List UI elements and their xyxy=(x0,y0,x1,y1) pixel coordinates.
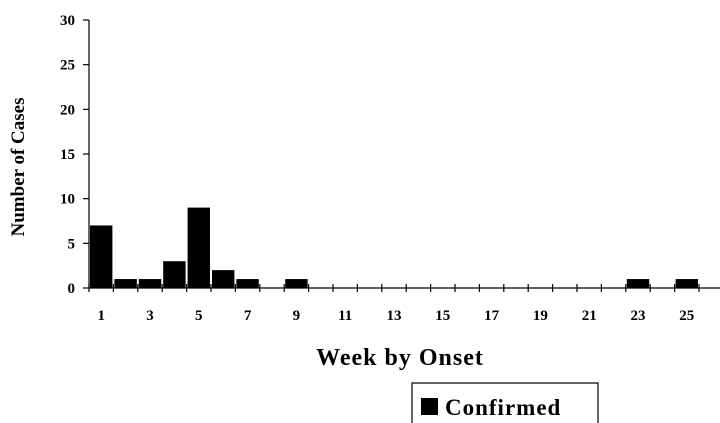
x-tick-label-3: 3 xyxy=(146,308,154,324)
y-tick-label-30: 30 xyxy=(60,13,75,29)
bar-week-1 xyxy=(90,225,113,288)
legend-box xyxy=(411,382,599,423)
x-tick-label-19: 19 xyxy=(533,308,548,324)
y-tick-label-5: 5 xyxy=(68,236,76,252)
bar-week-4 xyxy=(163,261,186,288)
bar-week-9 xyxy=(285,279,308,288)
x-tick-label-5: 5 xyxy=(195,308,203,324)
legend-swatch-confirmed xyxy=(421,398,438,415)
x-tick-label-9: 9 xyxy=(293,308,301,324)
x-axis-title: Week by Onset xyxy=(316,345,484,371)
x-tick-label-11: 11 xyxy=(338,308,352,324)
bar-week-5 xyxy=(187,207,210,288)
x-tick-label-1: 1 xyxy=(97,308,105,324)
x-tick-label-21: 21 xyxy=(582,308,597,324)
bar-week-2 xyxy=(114,279,137,288)
y-axis-title: Number of Cases xyxy=(8,98,29,237)
x-tick-label-23: 23 xyxy=(631,308,646,324)
x-tick-label-7: 7 xyxy=(244,308,252,324)
x-tick-label-17: 17 xyxy=(484,308,500,324)
legend: Confirmed xyxy=(411,382,599,423)
x-tick-label-15: 15 xyxy=(435,308,450,324)
x-tick-label-13: 13 xyxy=(387,308,402,324)
y-tick-label-10: 10 xyxy=(60,192,75,208)
bar-week-3 xyxy=(138,279,162,288)
legend-label-confirmed: Confirmed xyxy=(445,395,561,420)
bars-group xyxy=(90,207,698,288)
bar-week-7 xyxy=(236,279,259,288)
bar-week-6 xyxy=(212,270,235,288)
y-axis: 0 5 10 15 20 25 30 xyxy=(60,13,90,297)
bar-week-25 xyxy=(675,279,698,288)
bar-week-23 xyxy=(626,279,650,288)
x-axis: 1 3 5 7 9 11 13 15 17 19 21 23 25 xyxy=(88,284,720,324)
y-tick-label-25: 25 xyxy=(60,58,75,74)
x-tick-label-25: 25 xyxy=(679,308,694,324)
y-tick-label-15: 15 xyxy=(60,147,75,163)
y-tick-label-0: 0 xyxy=(68,281,76,297)
y-tick-label-20: 20 xyxy=(60,102,75,118)
